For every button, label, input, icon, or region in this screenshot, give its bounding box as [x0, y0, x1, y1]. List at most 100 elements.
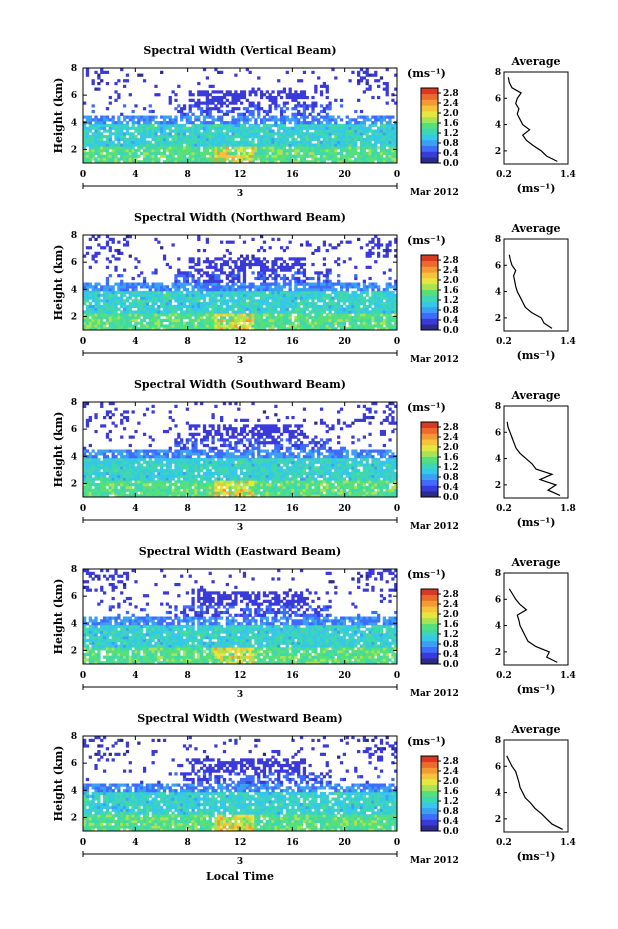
average-y-tick-label: 8	[495, 736, 501, 746]
colorbar-swatch	[421, 105, 438, 112]
x-tick-label: 8	[185, 671, 191, 681]
panel-title: Spectral Width (Northward Beam)	[134, 211, 346, 224]
date-label: Mar 2012	[410, 522, 459, 532]
colorbar-swatch	[421, 813, 438, 820]
y-tick-label: 2	[71, 479, 77, 489]
colorbar-swatch	[421, 646, 438, 653]
colorbar-frame	[420, 254, 439, 331]
colorbar-swatch	[421, 606, 438, 613]
colorbar-tick-label: 0.8	[443, 640, 459, 650]
y-tick-label: 6	[71, 592, 77, 602]
average-y-tick-label: 4	[495, 789, 501, 799]
average-x-tick-label: 1.4	[560, 671, 576, 681]
colorbar-swatch	[421, 255, 438, 262]
average-y-tick-label: 2	[495, 314, 501, 324]
shared-x-axis-label: Local Time	[206, 870, 274, 883]
average-title: Average	[510, 222, 560, 235]
colorbar-tick-label: 2.4	[443, 767, 459, 777]
average-x-tick-label: 1.4	[560, 838, 576, 848]
x-tick-label: 0	[394, 504, 400, 514]
y-tick-label: 6	[71, 759, 77, 769]
colorbar-frame	[420, 421, 439, 498]
colorbar-tick-label: 1.2	[443, 797, 459, 807]
y-tick-label: 4	[71, 285, 77, 295]
colorbar-swatch	[421, 88, 438, 95]
y-tick-label: 4	[71, 786, 77, 796]
y-axis-label: Height (km)	[52, 412, 65, 488]
x-tick-label: 0	[394, 337, 400, 347]
average-y-tick-label: 2	[495, 648, 501, 658]
colorbar-swatch	[421, 790, 438, 797]
colorbar-swatch	[421, 439, 438, 446]
colorbar-tick-label: 0.0	[443, 493, 459, 503]
colorbar-swatch	[421, 761, 438, 768]
colorbar-tick-label: 2.4	[443, 266, 459, 276]
colorbar-swatch	[421, 640, 438, 647]
average-x-tick-label: 0.2	[496, 337, 512, 347]
colorbar-tick-label: 2.0	[443, 443, 459, 453]
x-tick-label: 20	[338, 504, 351, 514]
colorbar-tick-label: 1.2	[443, 630, 459, 640]
x-tick-label: 0	[394, 838, 400, 848]
x-tick-label: 12	[234, 337, 247, 347]
x-tick-label: 0	[80, 504, 86, 514]
x-tick-label: 4	[132, 838, 138, 848]
colorbar-swatch	[421, 278, 438, 285]
panel-4: Spectral Width (Eastward Beam) 2 4 6 8 Height…	[52, 545, 576, 700]
date-label: Mar 2012	[410, 856, 459, 866]
x-tick-label: 8	[185, 838, 191, 848]
colorbar-swatch	[421, 491, 438, 498]
y-axis-label: Height (km)	[52, 78, 65, 154]
colorbar-swatch	[421, 658, 438, 665]
colorbar-swatch	[421, 600, 438, 607]
panel-title: Spectral Width (Westward Beam)	[137, 712, 342, 725]
average-y-tick-label: 8	[495, 235, 501, 245]
colorbar-tick-label: 1.6	[443, 620, 459, 630]
x-tick-label: 16	[286, 671, 299, 681]
average-y-tick-label: 2	[495, 147, 501, 157]
average-frame	[503, 572, 569, 666]
average-x-axis-label: (ms⁻¹)	[517, 683, 556, 696]
colorbar-swatch	[421, 93, 438, 100]
colorbar-tick-label: 0.8	[443, 139, 459, 149]
y-tick-label: 4	[71, 452, 77, 462]
colorbar-swatch	[421, 139, 438, 146]
y-tick-label: 6	[71, 91, 77, 101]
colorbar-swatch	[421, 594, 438, 601]
colorbar-tick-label: 2.0	[443, 610, 459, 620]
x-tick-label: 16	[286, 337, 299, 347]
colorbar-tick-label: 1.6	[443, 787, 459, 797]
panel-5: Spectral Width (Westward Beam) 2 4 6 8 Height…	[52, 712, 576, 867]
average-x-tick-label: 1.4	[560, 170, 576, 180]
colorbar-swatch	[421, 652, 438, 659]
colorbar-tick-label: 1.6	[443, 119, 459, 129]
colorbar-tick-label: 2.4	[443, 600, 459, 610]
x-tick-label: 0	[80, 337, 86, 347]
colorbar-tick-label: 2.4	[443, 99, 459, 109]
average-x-axis-label: (ms⁻¹)	[517, 349, 556, 362]
colorbar-tick-label: 1.2	[443, 296, 459, 306]
x-tick-label: 16	[286, 838, 299, 848]
average-y-tick-label: 6	[495, 762, 501, 772]
average-x-tick-label: 0.2	[496, 170, 512, 180]
colorbar-swatch	[421, 589, 438, 596]
x-tick-label: 20	[338, 170, 351, 180]
colorbar-tick-label: 1.6	[443, 453, 459, 463]
x-tick-label: 8	[185, 337, 191, 347]
y-tick-label: 8	[71, 64, 77, 74]
x-tick-label: 8	[185, 504, 191, 514]
day-label: 3	[237, 523, 243, 533]
heatmap-cells	[83, 68, 398, 164]
colorbar-swatch	[421, 157, 438, 164]
colorbar-swatch	[421, 784, 438, 791]
colorbar-swatch	[421, 433, 438, 440]
average-x-axis-label: (ms⁻¹)	[517, 516, 556, 529]
y-tick-label: 8	[71, 565, 77, 575]
colorbar-swatch	[421, 807, 438, 814]
y-axis-label: Height (km)	[52, 245, 65, 321]
colorbar-tick-label: 2.8	[443, 256, 459, 266]
colorbar-swatch	[421, 635, 438, 642]
colorbar-swatch	[421, 99, 438, 106]
colorbar-swatch	[421, 450, 438, 457]
